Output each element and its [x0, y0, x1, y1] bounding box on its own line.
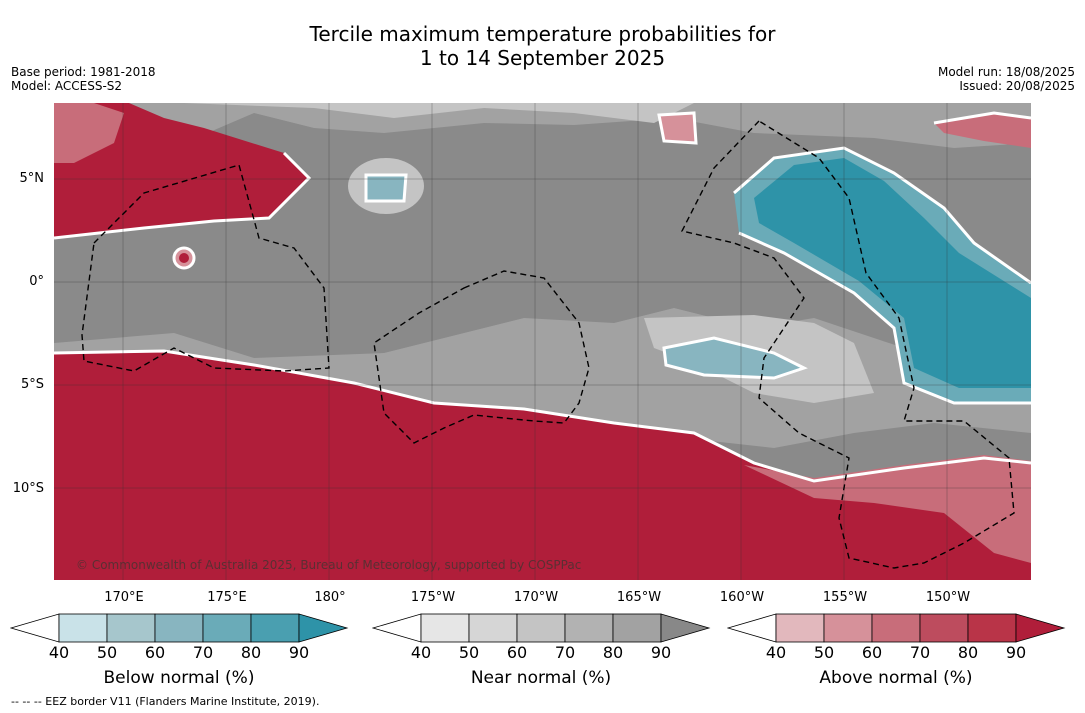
cb-near-tick-60: 60	[506, 643, 528, 662]
lon-label-165w: 165°W	[616, 590, 662, 605]
colorbar-above-label: Above normal (%)	[819, 668, 973, 688]
near-colorbar-segment-1	[420, 613, 470, 643]
model-name: Model: ACCESS-S2	[11, 79, 123, 93]
near-colorbar-segment-2	[468, 613, 518, 643]
map-title-line2: 1 to 14 September 2025	[419, 46, 666, 70]
colorbar-near	[372, 613, 711, 643]
near-colorbar-segment-3	[516, 613, 566, 643]
contour-below-north-patch	[364, 173, 408, 203]
copyright-text: © Commonwealth of Australia 2025, Bureau…	[76, 558, 582, 572]
gridlines	[54, 103, 1031, 580]
lon-label-175w: 175°W	[410, 590, 456, 605]
above-normal-island-core	[179, 253, 189, 263]
cb-near-tick-50: 50	[458, 643, 480, 662]
base-period: Base period: 1981-2018	[11, 65, 156, 79]
above-colorbar-min-extend	[727, 613, 777, 643]
above-colorbar-segment-5	[967, 613, 1017, 643]
above-colorbar-segment-2	[823, 613, 873, 643]
model-run: Model run: 18/08/2025	[937, 65, 1075, 79]
cb-below-tick-50: 50	[96, 643, 118, 662]
above-normal-northwest-light	[54, 103, 124, 163]
contour-below-east-north	[733, 146, 1031, 285]
near-colorbar-min-extend	[372, 613, 422, 643]
below-normal-south-patch	[664, 338, 804, 378]
eez-footnote: -- -- -- EEZ border V11 (Flanders Marine…	[11, 695, 320, 708]
contour-above-north-patch	[657, 111, 698, 145]
cb-below-tick-40: 40	[48, 643, 70, 662]
cb-near-tick-40: 40	[410, 643, 432, 662]
contour-below-east-south	[738, 231, 1031, 405]
lon-label-170w: 170°W	[513, 590, 559, 605]
colorbar-below	[10, 613, 349, 643]
below-normal-north-patch	[366, 175, 406, 201]
near-band-north-light	[184, 103, 694, 123]
contour-below-south-patch	[662, 336, 808, 380]
meta-left: Base period: 1981-2018 Model: ACCESS-S2	[11, 65, 156, 93]
above-colorbar-segment-1	[775, 613, 825, 643]
above-normal-northwest	[54, 103, 309, 238]
cb-below-tick-90: 90	[288, 643, 310, 662]
near-colorbar-segment-5	[612, 613, 662, 643]
white-contours	[54, 111, 1031, 483]
cb-below-tick-60: 60	[144, 643, 166, 662]
lon-label-155w: 155°W	[822, 590, 868, 605]
above-colorbar-segment-3	[871, 613, 921, 643]
meta-right: Model run: 18/08/2025 Issued: 20/08/2025	[938, 65, 1075, 93]
lon-label-175e: 175°E	[207, 590, 247, 605]
lat-label-5s: 5°S	[20, 377, 44, 392]
eez-borders	[81, 120, 1015, 569]
below-colorbar-segment-5	[250, 613, 300, 643]
below-colorbar-max-extend	[298, 613, 349, 643]
above-normal-south	[54, 351, 1031, 580]
below-colorbar-min-extend	[10, 613, 60, 643]
eez-border-east	[680, 120, 1015, 569]
cb-above-tick-90: 90	[1005, 643, 1027, 662]
above-colorbar-segment-4	[919, 613, 969, 643]
above-colorbar-max-extend	[1015, 613, 1066, 643]
cb-above-tick-80: 80	[957, 643, 979, 662]
cb-above-tick-40: 40	[765, 643, 787, 662]
above-normal-north-patch	[659, 113, 696, 143]
contour-island	[172, 246, 196, 270]
above-normal-northeast	[934, 113, 1031, 148]
eez-border-central	[373, 270, 590, 444]
contour-above-northwest	[54, 151, 312, 240]
cb-above-tick-50: 50	[813, 643, 835, 662]
cb-near-tick-70: 70	[554, 643, 576, 662]
lat-label-5n: 5°N	[19, 171, 45, 186]
probability-map: © Commonwealth of Australia 2025, Bureau…	[54, 103, 1031, 580]
lon-label-180: 180°	[314, 590, 346, 605]
below-normal-east	[754, 158, 1031, 388]
lat-label-10s: 10°S	[12, 481, 44, 496]
cb-near-tick-90: 90	[650, 643, 672, 662]
near-colorbar-max-extend	[660, 613, 711, 643]
cb-below-tick-70: 70	[192, 643, 214, 662]
issued-date: Issued: 20/08/2025	[959, 79, 1075, 93]
contour-above-northeast	[933, 111, 1031, 125]
below-colorbar-segment-3	[154, 613, 204, 643]
near-colorbar-segment-4	[564, 613, 614, 643]
cb-above-tick-70: 70	[909, 643, 931, 662]
contour-above-south	[54, 349, 1031, 483]
cb-above-tick-60: 60	[861, 643, 883, 662]
lon-label-150w: 150°W	[925, 590, 971, 605]
cb-below-tick-80: 80	[240, 643, 262, 662]
colorbar-above	[727, 613, 1066, 643]
map-title-line1: Tercile maximum temperature probabilitie…	[309, 22, 776, 46]
eez-border-west	[81, 164, 330, 372]
colorbar-below-label: Below normal (%)	[103, 668, 255, 688]
cb-near-tick-80: 80	[602, 643, 624, 662]
lat-label-0: 0°	[29, 274, 44, 289]
lon-label-160w: 160°W	[719, 590, 765, 605]
below-colorbar-segment-2	[106, 613, 156, 643]
below-colorbar-segment-4	[202, 613, 252, 643]
near-band-north	[54, 103, 1031, 148]
colorbar-near-label: Near normal (%)	[470, 668, 612, 688]
below-colorbar-segment-1	[58, 613, 108, 643]
map-svg	[54, 103, 1031, 580]
lon-label-170e: 170°E	[104, 590, 144, 605]
